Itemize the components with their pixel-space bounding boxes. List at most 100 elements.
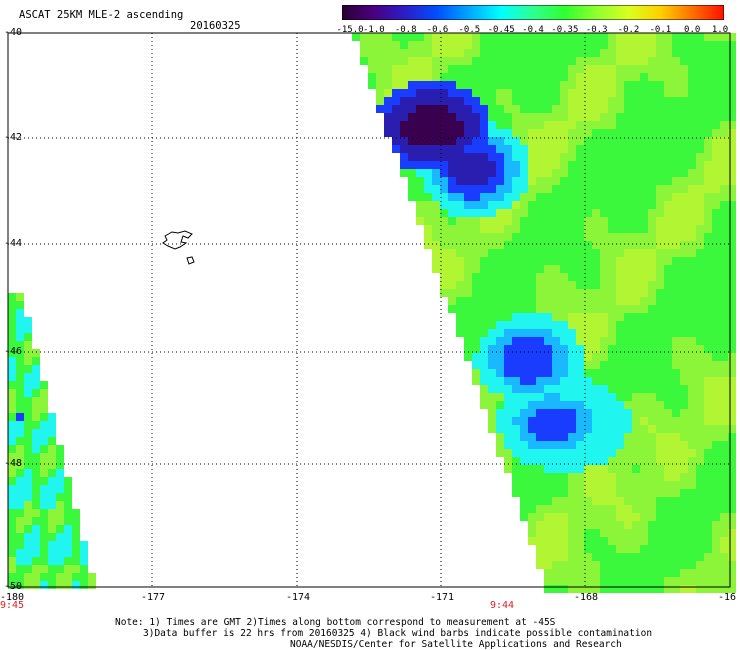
wind-cell <box>424 97 432 105</box>
wind-cell <box>568 529 576 537</box>
wind-cell <box>616 49 624 57</box>
wind-cell <box>536 257 544 265</box>
wind-cell <box>528 521 536 529</box>
wind-cell <box>464 73 472 81</box>
wind-cell <box>432 33 440 41</box>
wind-cell <box>472 33 480 41</box>
wind-cell <box>496 385 504 393</box>
wind-cell <box>536 41 544 49</box>
wind-cell <box>488 361 496 369</box>
wind-cell <box>680 305 688 313</box>
wind-cell <box>584 217 592 225</box>
wind-cell <box>472 257 480 265</box>
wind-cell <box>552 385 560 393</box>
wind-cell <box>664 297 672 305</box>
wind-cell <box>544 313 552 321</box>
wind-cell <box>632 345 640 353</box>
wind-cell <box>464 185 472 193</box>
wind-cell <box>536 169 544 177</box>
wind-cell <box>552 361 560 369</box>
wind-cell <box>600 33 608 41</box>
wind-cell <box>16 293 24 301</box>
wind-cell <box>600 329 608 337</box>
wind-cell <box>408 121 416 129</box>
wind-cell <box>16 573 24 581</box>
wind-cell <box>560 257 568 265</box>
wind-cell <box>472 225 480 233</box>
wind-cell <box>376 65 384 73</box>
wind-cell <box>560 145 568 153</box>
wind-cell <box>664 457 672 465</box>
wind-cell <box>520 137 528 145</box>
wind-cell <box>576 33 584 41</box>
wind-cell <box>480 209 488 217</box>
wind-cell <box>528 529 536 537</box>
wind-cell <box>608 121 616 129</box>
wind-cell <box>512 329 520 337</box>
wind-cell <box>576 169 584 177</box>
wind-cell <box>568 377 576 385</box>
wind-cell <box>24 389 32 397</box>
wind-cell <box>696 345 704 353</box>
wind-cell <box>496 337 504 345</box>
wind-cell <box>456 41 464 49</box>
wind-cell <box>536 353 544 361</box>
wind-cell <box>576 313 584 321</box>
wind-cell <box>464 217 472 225</box>
wind-cell <box>464 225 472 233</box>
wind-cell <box>488 137 496 145</box>
wind-cell <box>520 153 528 161</box>
wind-cell <box>648 289 656 297</box>
wind-cell <box>680 401 688 409</box>
wind-cell <box>632 49 640 57</box>
wind-cell <box>680 209 688 217</box>
wind-cell <box>712 553 720 561</box>
wind-cell <box>688 473 696 481</box>
wind-cell <box>672 409 680 417</box>
wind-cell <box>720 369 728 377</box>
wind-cell <box>584 105 592 113</box>
wind-cell <box>624 289 632 297</box>
wind-cell <box>592 145 600 153</box>
wind-cell <box>512 161 520 169</box>
wind-cell <box>608 417 616 425</box>
wind-cell <box>536 345 544 353</box>
wind-cell <box>400 153 408 161</box>
wind-cell <box>560 561 568 569</box>
wind-cell <box>624 545 632 553</box>
wind-cell <box>712 113 720 121</box>
wind-cell <box>688 65 696 73</box>
wind-cell <box>552 161 560 169</box>
wind-cell <box>688 241 696 249</box>
wind-cell <box>680 73 688 81</box>
wind-cell <box>712 33 720 41</box>
wind-cell <box>672 417 680 425</box>
wind-cell <box>584 169 592 177</box>
wind-cell <box>648 89 656 97</box>
wind-cell <box>704 369 712 377</box>
wind-cell <box>488 201 496 209</box>
wind-cell <box>456 105 464 113</box>
wind-cell <box>600 41 608 49</box>
wind-cell <box>696 177 704 185</box>
wind-cell <box>608 257 616 265</box>
wind-cell <box>448 289 456 297</box>
wind-cell <box>664 241 672 249</box>
wind-cell <box>632 529 640 537</box>
wind-cell <box>656 265 664 273</box>
wind-cell <box>560 537 568 545</box>
wind-cell <box>552 313 560 321</box>
wind-cell <box>728 409 736 417</box>
wind-cell <box>440 129 448 137</box>
wind-cell <box>560 369 568 377</box>
wind-cell <box>464 89 472 97</box>
wind-cell <box>728 65 736 73</box>
wind-cell <box>616 385 624 393</box>
wind-cell <box>616 313 624 321</box>
wind-cell <box>712 249 720 257</box>
wind-cell <box>448 49 456 57</box>
wind-cell <box>576 49 584 57</box>
wind-cell <box>536 393 544 401</box>
wind-cell <box>568 433 576 441</box>
wind-cell <box>544 33 552 41</box>
